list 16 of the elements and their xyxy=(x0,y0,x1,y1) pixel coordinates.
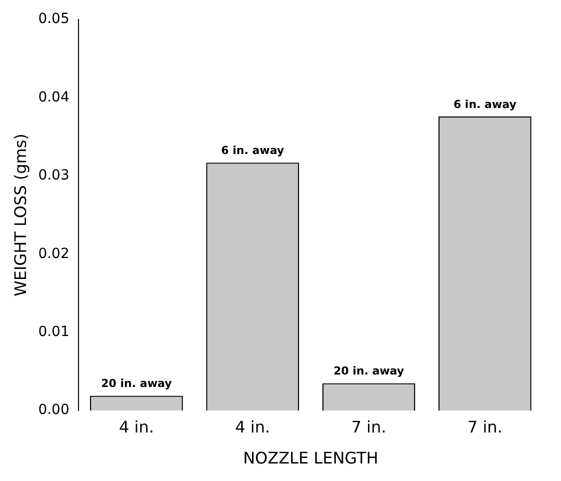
x-tick-label: 4 in. xyxy=(235,417,270,436)
x-tick-label: 7 in. xyxy=(351,417,386,436)
annotation: 6 in. away xyxy=(221,144,284,157)
y-tick-label: 0.01 xyxy=(38,324,70,340)
annotation: 6 in. away xyxy=(453,98,516,111)
x-tick-label: 7 in. xyxy=(467,417,502,436)
y-tick-label: 0.00 xyxy=(38,402,70,418)
y-axis-title: WEIGHT LOSS (gms) xyxy=(10,134,30,296)
x-axis-title: NOZZLE LENGTH xyxy=(243,448,378,468)
y-tick-label: 0.04 xyxy=(38,89,70,106)
y-tick-label: 0.02 xyxy=(38,246,70,262)
y-tick-label: 0.03 xyxy=(38,168,70,184)
x-tick-label: 4 in. xyxy=(118,417,154,436)
annotation: 20 in. away xyxy=(101,377,172,390)
y-tick-label: 0.05 xyxy=(38,11,70,28)
annotation: 20 in. away xyxy=(333,364,404,378)
